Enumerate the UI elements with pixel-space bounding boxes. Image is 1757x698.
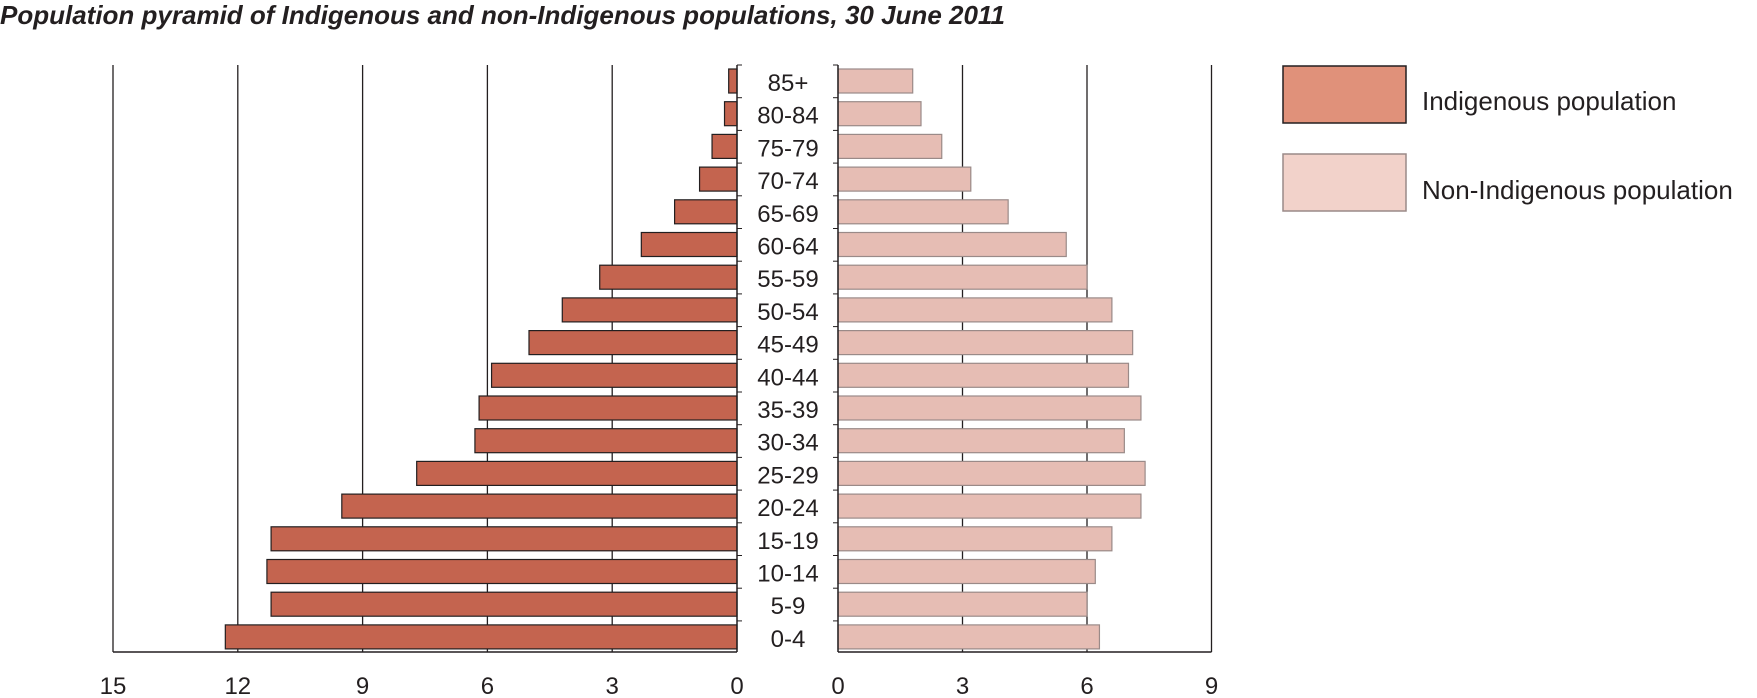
right-gridlines — [961, 65, 1213, 652]
right-tick-label: 9 — [1205, 673, 1218, 698]
tick-labels: 15 12 9 6 3 0 0 3 6 9 — [100, 673, 1219, 698]
right-tick-label: 3 — [956, 673, 969, 698]
left-tick-label: 6 — [481, 673, 494, 698]
left-tick-label: 15 — [100, 673, 127, 698]
non-indigenous-bar — [837, 297, 1113, 323]
age-group-labels: 85+ 80-84 75-79 70-74 65-69 60-64 55-59 50-54 45… — [757, 70, 818, 653]
indigenous-bar — [698, 166, 738, 192]
age-group-label: 50-54 — [757, 299, 818, 326]
indigenous-bar — [474, 428, 738, 454]
legend-label-indigenous: Indigenous population — [1422, 86, 1676, 116]
left-tick-label: 12 — [224, 673, 251, 698]
non-indigenous-bar — [837, 330, 1134, 356]
non-indigenous-bar — [837, 133, 943, 159]
indigenous-bar — [270, 526, 738, 552]
indigenous-bars — [224, 68, 738, 650]
left-gridlines — [112, 65, 613, 652]
chart-title: Population pyramid of Indigenous and non… — [0, 0, 1005, 30]
age-group-label: 0-4 — [771, 626, 806, 653]
non-indigenous-bar — [837, 558, 1096, 585]
legend-swatch-indigenous — [1282, 65, 1407, 124]
left-tick-label: 0 — [730, 673, 743, 698]
age-group-label: 5-9 — [771, 593, 806, 620]
indigenous-bar — [416, 460, 738, 486]
non-indigenous-bar — [837, 199, 1009, 225]
non-indigenous-bar — [837, 460, 1146, 486]
indigenous-bar — [561, 297, 738, 323]
non-indigenous-bars — [837, 68, 1146, 650]
non-indigenous-bar — [837, 231, 1067, 258]
left-tick-label: 3 — [606, 673, 619, 698]
age-group-label: 60-64 — [757, 234, 818, 261]
age-group-label: 80-84 — [757, 103, 818, 130]
non-indigenous-bar — [837, 428, 1125, 454]
age-group-label: 10-14 — [757, 561, 818, 588]
non-indigenous-bar — [837, 493, 1142, 519]
indigenous-bar — [723, 101, 738, 127]
indigenous-bar — [640, 231, 738, 258]
right-tick-label: 0 — [831, 673, 844, 698]
age-group-label: 70-74 — [757, 168, 818, 195]
non-indigenous-bar — [837, 68, 914, 94]
age-group-label: 20-24 — [757, 495, 818, 522]
indigenous-bar — [341, 493, 738, 519]
indigenous-bar — [266, 558, 738, 585]
indigenous-bar — [270, 591, 738, 617]
age-group-label: 85+ — [768, 70, 809, 97]
non-indigenous-bar — [837, 591, 1088, 617]
indigenous-bar — [673, 199, 738, 225]
indigenous-bar — [478, 395, 738, 421]
age-group-label: 45-49 — [757, 332, 818, 359]
legend-label-non-indigenous: Non-Indigenous population — [1422, 175, 1733, 205]
age-group-label: 30-34 — [757, 430, 818, 457]
indigenous-bar — [711, 133, 738, 159]
left-tick-label: 9 — [356, 673, 369, 698]
indigenous-bar — [224, 624, 738, 650]
right-tick-label: 6 — [1080, 673, 1093, 698]
non-indigenous-bar — [837, 395, 1142, 421]
age-group-label: 55-59 — [757, 266, 818, 293]
age-group-label: 15-19 — [757, 528, 818, 555]
age-group-label: 25-29 — [757, 462, 818, 489]
age-group-label: 65-69 — [757, 201, 818, 228]
axes — [113, 64, 1212, 653]
non-indigenous-bar — [837, 526, 1113, 552]
age-group-label: 40-44 — [757, 364, 818, 391]
legend: Indigenous population Non-Indigenous pop… — [1282, 65, 1733, 212]
non-indigenous-bar — [837, 166, 972, 192]
indigenous-bar — [599, 264, 738, 290]
indigenous-bar — [528, 330, 738, 356]
non-indigenous-bar — [837, 362, 1130, 388]
indigenous-bar — [490, 362, 738, 388]
indigenous-bar — [728, 68, 738, 94]
non-indigenous-bar — [837, 101, 922, 127]
age-group-label: 35-39 — [757, 397, 818, 424]
age-group-label: 75-79 — [757, 135, 818, 162]
legend-swatch-non-indigenous — [1282, 153, 1407, 212]
non-indigenous-bar — [837, 264, 1088, 290]
non-indigenous-bar — [837, 624, 1101, 650]
